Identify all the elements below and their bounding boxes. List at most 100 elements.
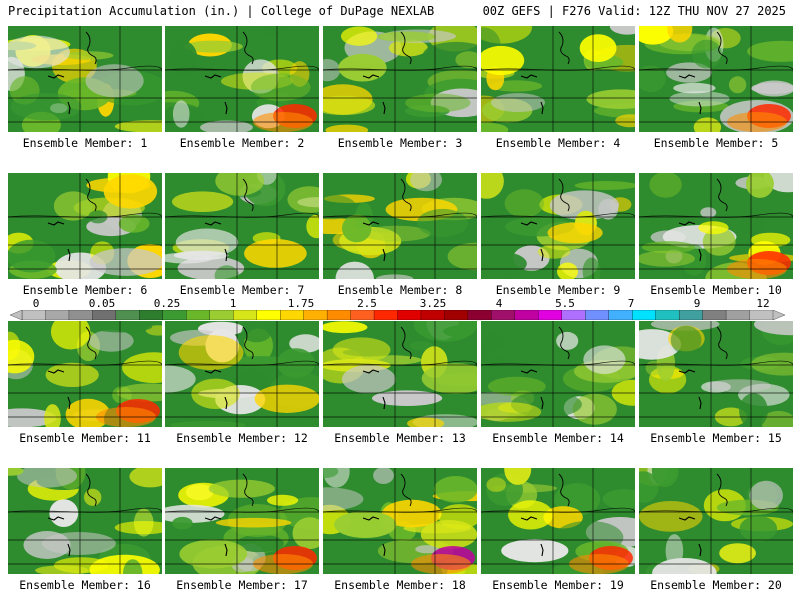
colorbar-swatch [326,310,352,320]
ensemble-member-map [165,26,319,132]
colorbar-tick-label: 9 [693,297,701,310]
ensemble-member-map [8,173,162,279]
ensemble-member-map [165,173,319,279]
precip-field [8,321,162,427]
ensemble-member-label: Ensemble Member: 20 [650,578,782,592]
ensemble-member-label: Ensemble Member: 16 [19,578,151,592]
ensemble-member-map [323,468,477,574]
colorbar-swatch [467,310,492,320]
colorbar-swatch [608,310,633,320]
ensemble-member-label: Ensemble Member: 17 [176,578,308,592]
precip-field [639,321,793,427]
colorbar-swatch [373,310,398,320]
colorbar-tick-label: 4 [495,297,503,310]
ensemble-member-label: Ensemble Member: 14 [492,431,624,445]
ensemble-member-label: Ensemble Member: 10 [650,283,782,297]
colorbar-swatch [632,310,657,320]
colorbar-swatch [420,310,445,320]
ensemble-member-map [323,26,477,132]
colorbar-tick-label: 0.25 [153,297,181,310]
ensemble-member-label: Ensemble Member: 3 [337,136,463,150]
ensemble-member-map [639,321,793,427]
ensemble-member-map [639,173,793,279]
colorbar-tick-label: 1 [229,297,237,310]
ensemble-member-map [481,26,635,132]
precip-field [481,321,635,427]
precip-field [165,26,319,132]
precip-field [323,468,477,574]
ensemble-member-map [165,321,319,427]
colorbar-tick-label: 12 [756,297,770,310]
colorbar-tick-label: 7 [627,297,635,310]
precip-field [165,321,319,427]
colorbar-swatch [233,310,258,320]
ensemble-member-label: Ensemble Member: 12 [176,431,308,445]
colorbar-swatch [162,310,187,320]
precip-field [639,173,793,279]
colorbar-tick-label: 0.05 [88,297,116,310]
colorbar-tick-label: 5.5 [555,297,575,310]
ensemble-member-label: Ensemble Member: 4 [495,136,621,150]
precip-field [165,173,319,279]
ensemble-member-map [639,26,793,132]
ensemble-member-map [8,468,162,574]
precip-field [481,26,635,132]
ensemble-member-map [481,321,635,427]
colorbar-left-arrow [10,310,23,320]
colorbar-swatch [678,310,704,320]
precip-field [165,468,319,574]
colorbar-tick-label: 2.5 [357,297,377,310]
colorbar-swatch [139,310,164,320]
precip-field [8,26,162,132]
colorbar-swatch [115,310,140,320]
ensemble-member-map [8,26,162,132]
colorbar-swatch [303,310,328,320]
colorbar-tick-label: 0 [32,297,40,310]
ensemble-member-label: Ensemble Member: 2 [179,136,305,150]
colorbar-swatch [561,310,586,320]
ensemble-member-map [323,321,477,427]
colorbar-swatch [702,310,727,320]
ensemble-member-map [323,173,477,279]
colorbar-swatch [444,310,469,320]
ensemble-member-map [8,321,162,427]
ensemble-member-map [481,468,635,574]
colorbar-swatch [725,310,750,320]
ensemble-member-map [481,173,635,279]
ensemble-member-label: Ensemble Member: 1 [22,136,148,150]
ensemble-member-label: Ensemble Member: 15 [650,431,782,445]
ensemble-member-label: Ensemble Member: 13 [334,431,466,445]
colorbar-swatch [68,310,93,320]
colorbar-swatch [350,310,375,320]
colorbar-swatch [397,310,422,320]
precip-field [639,26,793,132]
map-title: Precipitation Accumulation (in.) | Colle… [8,4,435,18]
colorbar-swatch [491,310,516,320]
precip-field [323,173,477,279]
precip-field [8,173,162,279]
ensemble-member-map [639,468,793,574]
ensemble-member-label: Ensemble Member: 8 [337,283,463,297]
ensemble-member-label: Ensemble Member: 6 [22,283,148,297]
colorbar-swatch [92,310,117,320]
colorbar-right-arrow [772,310,785,320]
precip-field [323,26,477,132]
colorbar-swatch [21,310,46,320]
colorbar-swatch [45,310,70,320]
colorbar-swatch [655,310,680,320]
colorbar-swatch [585,310,610,320]
ensemble-member-label: Ensemble Member: 7 [179,283,305,297]
run-valid-time: 00Z GEFS | F276 Valid: 12Z THU NOV 27 20… [482,4,786,18]
colorbar-swatch [256,310,281,320]
colorbar-tick-label: 3.25 [419,297,447,310]
colorbar-swatch [749,310,774,320]
colorbar-tick-label: 1.75 [287,297,315,310]
precip-colorbar [10,310,785,320]
ensemble-member-label: Ensemble Member: 5 [653,136,779,150]
ensemble-member-map [165,468,319,574]
colorbar-swatch [209,310,234,320]
ensemble-member-label: Ensemble Member: 9 [495,283,621,297]
ensemble-member-label: Ensemble Member: 19 [492,578,624,592]
precip-field [639,468,793,574]
precip-field [323,321,477,427]
